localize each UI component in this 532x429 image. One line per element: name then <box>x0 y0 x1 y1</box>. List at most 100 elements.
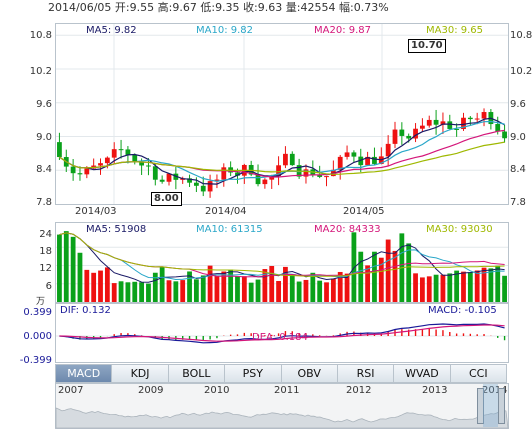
candle-body <box>132 154 138 162</box>
price-ytick-right-4: 8.4 <box>510 164 526 175</box>
volume-bar <box>289 274 295 302</box>
year-label-2010: 2010 <box>204 385 230 396</box>
vol-ytick-1: 18 <box>39 246 52 257</box>
volume-bar <box>241 276 247 302</box>
dea-line <box>59 324 505 342</box>
candle-body <box>474 118 480 120</box>
low-label: 低: <box>200 1 216 14</box>
volume-bar <box>344 273 350 302</box>
volume-bar <box>488 268 494 302</box>
price-candlestick-panel[interactable]: MA5: 9.82 MA10: 9.82 MA20: 9.87 MA30: 9.… <box>55 23 509 206</box>
vol-ma30-line <box>59 232 505 277</box>
volume-bar <box>207 265 213 302</box>
candle-body <box>351 152 357 157</box>
candle-body <box>447 121 453 129</box>
candle-body <box>372 156 377 164</box>
volume-bar <box>77 252 83 302</box>
tab-psy[interactable]: PSY <box>225 364 282 383</box>
volume-bar <box>255 279 261 302</box>
volume-bar <box>63 231 69 302</box>
volume-bar <box>180 280 186 302</box>
candle-body <box>84 168 90 175</box>
volume-bar <box>139 282 145 302</box>
candle-body <box>255 174 261 185</box>
candle-body <box>152 166 158 180</box>
price-ytick-left-2: 9.6 <box>36 99 52 110</box>
candle-body <box>146 165 151 167</box>
price-ma10-legend: MA10: 9.82 <box>196 25 254 36</box>
macd-legend: MACD: -0.105 <box>428 305 497 316</box>
volume-bar <box>173 281 179 302</box>
price-ma20-legend: MA20: 9.87 <box>314 25 372 36</box>
volume-bar <box>159 266 165 302</box>
volume-bar <box>330 278 336 302</box>
candle-body <box>324 176 329 178</box>
timeline-navigator[interactable]: 2007 2009 2010 2011 2012 2013 2014 <box>55 383 509 429</box>
date-label-mar: 2014/03 <box>75 206 117 217</box>
candle-body <box>365 156 371 166</box>
volume-bar <box>392 250 398 302</box>
volume-bar <box>303 279 309 302</box>
quote-info-bar: 2014/06/05 开:9.55 高:9.67 低:9.35 收:9.63 量… <box>48 0 389 16</box>
candle-body <box>70 166 76 174</box>
range-selection-window[interactable] <box>483 384 498 427</box>
tab-macd[interactable]: MACD <box>55 364 113 383</box>
volume-bar <box>84 269 90 302</box>
open-label: 开: <box>114 1 130 14</box>
volume-bar <box>433 274 439 302</box>
candle-body <box>125 149 131 155</box>
volume-bar <box>413 273 418 302</box>
volume-bar <box>57 234 62 302</box>
candle-body <box>495 124 501 132</box>
volume-bar <box>317 280 323 302</box>
tab-kdj[interactable]: KDJ <box>112 364 169 383</box>
price-ytick-left-1: 10.2 <box>29 66 52 77</box>
volume-panel[interactable]: MA5: 51908 MA10: 61315 MA20: 84333 MA30:… <box>55 222 509 303</box>
candle-body <box>200 185 206 192</box>
dif-legend: DIF: 0.132 <box>60 305 111 316</box>
candle-body <box>187 178 192 183</box>
range-handle-right[interactable] <box>498 388 505 424</box>
candle-body <box>358 156 364 166</box>
tab-cci[interactable]: CCI <box>450 364 507 383</box>
tab-obv[interactable]: OBV <box>281 364 338 383</box>
dea-legend: DEA: 0.184 <box>252 332 308 343</box>
volume-bar <box>474 270 480 302</box>
change-label: 幅: <box>339 1 354 14</box>
candle-body <box>461 117 466 130</box>
price-ma5-line <box>59 117 505 185</box>
candle-body <box>262 179 268 185</box>
volume-bar <box>447 273 453 302</box>
candle-body <box>413 128 418 139</box>
tab-rsi[interactable]: RSI <box>337 364 395 383</box>
candle-body <box>317 174 323 177</box>
volume-bar <box>310 272 316 302</box>
timeline-overview-svg <box>55 407 509 429</box>
price-ma30-line <box>59 141 505 175</box>
candle-body <box>214 179 220 182</box>
vol-ma10-legend: MA10: 61315 <box>196 224 263 235</box>
price-ma30-legend: MA30: 9.65 <box>426 25 484 36</box>
volume-bar <box>385 239 391 302</box>
candle-body <box>104 157 110 164</box>
candle-body <box>481 112 487 119</box>
volume-bar <box>111 283 117 302</box>
volume-bar <box>132 281 138 302</box>
vol-ma5-legend: MA5: 51908 <box>86 224 147 235</box>
volume-bar <box>269 266 275 302</box>
timeline-area <box>55 407 509 429</box>
candle-body <box>111 149 117 158</box>
tab-wvad[interactable]: WVAD <box>394 364 451 383</box>
open-value: 9.55 <box>129 1 155 14</box>
price-ytick-left-3: 9.0 <box>36 132 52 143</box>
macd-ytick-2: -0.399 <box>19 355 52 366</box>
price-ytick-right-2: 9.6 <box>510 99 526 110</box>
volume-bar <box>200 275 206 302</box>
candle-body <box>385 143 391 157</box>
volume-bar <box>98 270 103 302</box>
tab-boll[interactable]: BOLL <box>168 364 226 383</box>
range-handle-left[interactable] <box>477 388 484 424</box>
volume-bar <box>276 280 281 302</box>
volume-bar <box>70 236 76 302</box>
macd-panel[interactable]: DIF: 0.132 DEA: 0.184 MACD: -0.105 <box>55 303 509 363</box>
